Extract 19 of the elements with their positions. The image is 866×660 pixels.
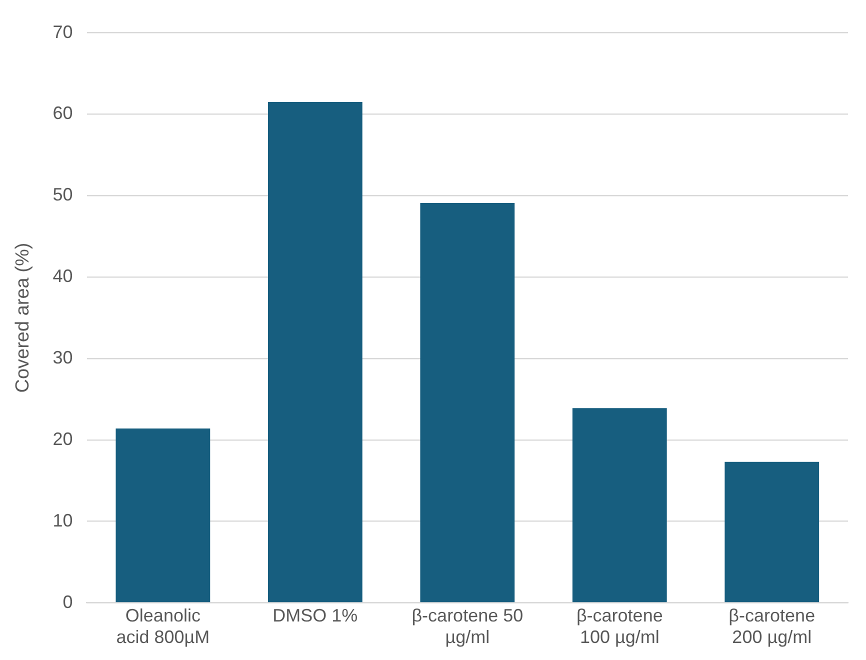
y-tick-label: 20 — [52, 428, 73, 449]
x-tick-label: β-carotene 50 µg/ml — [412, 606, 524, 648]
x-tick-label: DMSO 1% — [272, 606, 358, 626]
x-tick-label: β-carotene 200 µg/ml — [728, 606, 816, 648]
y-tick-label: 60 — [52, 103, 73, 124]
y-tick-label: 70 — [52, 22, 73, 42]
x-tick-label: Oleanolic acid 800µM — [116, 606, 210, 648]
y-tick-label: 50 — [52, 184, 73, 205]
y-tick-label: 40 — [52, 266, 73, 286]
bar — [268, 102, 362, 602]
y-tick-label: 30 — [52, 347, 73, 368]
bar — [724, 462, 820, 602]
y-axis-title: Covered area (%) — [12, 242, 34, 393]
bar — [572, 408, 667, 602]
y-tick-label: 0 — [62, 592, 73, 612]
x-tick-label: β-carotene 100 µg/ml — [576, 606, 663, 648]
bar — [420, 202, 515, 602]
bar — [116, 428, 210, 602]
y-tick-label: 10 — [52, 510, 73, 530]
